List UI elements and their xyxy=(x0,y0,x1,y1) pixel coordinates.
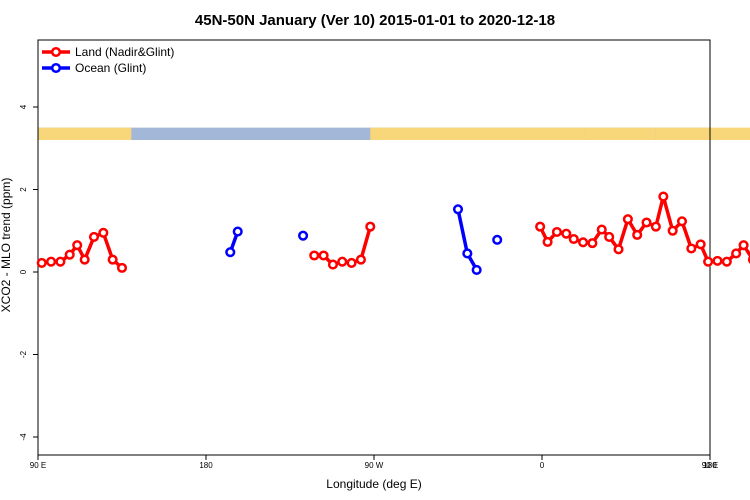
y-tick-label-4: 4 xyxy=(19,104,28,109)
series-1-point-2-2 xyxy=(471,264,482,275)
series-0-point-1-3 xyxy=(337,256,348,267)
series-0-point-2-19 xyxy=(703,256,714,267)
series-0-point-2-13 xyxy=(650,221,661,232)
y-tick-label-0: -4 xyxy=(19,433,28,441)
y-axis: -4 -2 0 2 4 xyxy=(19,104,38,441)
series-0 xyxy=(36,191,750,273)
series-0-point-2-0 xyxy=(535,221,546,232)
series-1-point-0-0 xyxy=(225,247,236,258)
series-0-point-0-1 xyxy=(46,256,57,267)
series-0-point-1-2 xyxy=(327,259,338,270)
series-group xyxy=(36,191,750,275)
legend-entry-ocean: Ocean (Glint) xyxy=(42,61,146,75)
legend-label-land: Land (Nadir&Glint) xyxy=(75,45,174,59)
series-0-point-2-1 xyxy=(542,236,553,247)
series-0-point-0-2 xyxy=(55,256,66,267)
x-tick-label-4: 90 E xyxy=(702,461,718,470)
series-0-point-0-0 xyxy=(36,257,47,268)
x-tick-label-0: 90 E xyxy=(30,461,46,470)
x-tick-label-2: 90 W xyxy=(365,461,384,470)
series-0-point-2-10 xyxy=(622,214,633,225)
series-0-point-2-17 xyxy=(686,243,697,254)
series-1-point-3-0 xyxy=(492,234,503,245)
series-0-point-1-6 xyxy=(365,221,376,232)
y-tick-label-2: 0 xyxy=(19,269,28,274)
x-tick-label-1: 180 xyxy=(199,461,213,470)
series-0-point-0-8 xyxy=(107,254,118,265)
series-0-point-1-1 xyxy=(318,250,329,261)
series-0-point-0-9 xyxy=(116,262,128,273)
series-0-point-2-23 xyxy=(738,240,749,251)
series-0-point-1-0 xyxy=(309,250,320,261)
series-0-point-2-18 xyxy=(695,239,706,250)
series-1-line-2 xyxy=(456,208,479,271)
series-0-point-2-4 xyxy=(568,233,579,245)
series-0-point-2-20 xyxy=(712,255,723,266)
series-1-point-2-0 xyxy=(452,204,464,215)
chart-title: 45N-50N January (Ver 10) 2015-01-01 to 2… xyxy=(195,12,555,29)
map-band-land-0 xyxy=(38,127,132,140)
y-tick-label-3: 2 xyxy=(19,187,28,192)
series-0-point-2-6 xyxy=(587,238,598,249)
series-0-point-2-22 xyxy=(731,248,742,259)
series-0-point-0-7 xyxy=(98,227,109,238)
series-0-point-2-16 xyxy=(676,216,688,227)
series-0-point-0-5 xyxy=(79,254,90,265)
series-0-point-2-21 xyxy=(721,256,732,267)
legend: Land (Nadir&Glint) Ocean (Glint) xyxy=(42,45,174,75)
legend-entry-land: Land (Nadir&Glint) xyxy=(42,45,174,59)
series-1-point-2-1 xyxy=(462,248,473,259)
y-axis-label: XCO2 - MLO trend (ppm) xyxy=(0,178,13,313)
series-1-point-1-0 xyxy=(298,230,309,241)
series-1-point-0-1 xyxy=(232,226,243,237)
map-band xyxy=(38,127,750,140)
series-0-point-2-7 xyxy=(596,224,607,235)
map-band-land-2 xyxy=(584,127,656,140)
series-0-point-0-6 xyxy=(88,231,100,242)
x-tick-label-3: 0 xyxy=(540,461,545,470)
series-0-point-2-2 xyxy=(551,226,562,238)
series-0-point-0-3 xyxy=(64,249,75,260)
series-0-point-2-15 xyxy=(667,225,678,236)
series-0-point-1-4 xyxy=(346,257,357,268)
series-0-point-2-9 xyxy=(613,244,624,255)
series-0-point-0-4 xyxy=(72,240,83,251)
series-0-point-2-5 xyxy=(578,237,589,248)
series-0-point-1-5 xyxy=(355,254,366,265)
series-0-point-2-14 xyxy=(658,191,669,202)
map-band-land-3 xyxy=(655,127,750,140)
map-band-land-1 xyxy=(370,127,585,140)
y-tick-label-1: -2 xyxy=(19,350,28,358)
series-0-point-2-12 xyxy=(641,217,652,228)
series-0-point-2-11 xyxy=(632,229,643,240)
series-0-point-2-3 xyxy=(561,228,572,239)
plot-frame xyxy=(37,39,711,456)
x-axis-label: Longitude (deg E) xyxy=(326,477,421,491)
legend-label-ocean: Ocean (Glint) xyxy=(75,61,146,75)
x-tick-label-5: 180 xyxy=(703,461,717,470)
series-0-point-2-8 xyxy=(604,231,615,242)
series-1 xyxy=(225,204,503,275)
